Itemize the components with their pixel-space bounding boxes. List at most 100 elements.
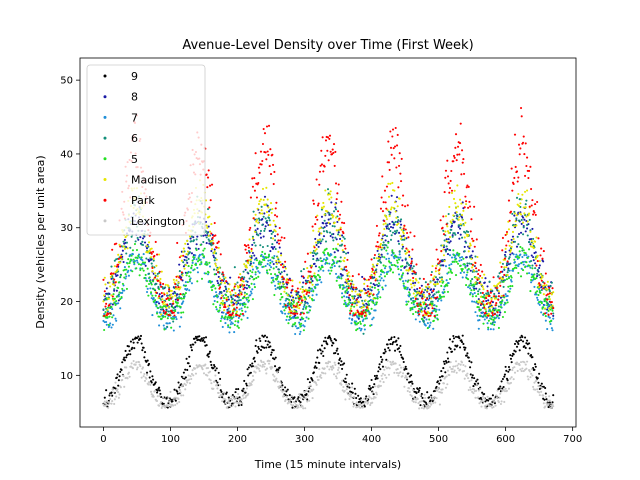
data-point bbox=[446, 230, 450, 233]
data-point bbox=[111, 303, 114, 306]
data-point bbox=[178, 400, 181, 403]
data-point bbox=[549, 308, 552, 311]
data-point bbox=[119, 261, 122, 264]
data-point bbox=[277, 368, 280, 371]
data-point bbox=[143, 277, 146, 280]
data-point bbox=[427, 311, 430, 315]
data-point bbox=[428, 396, 431, 399]
data-point bbox=[263, 212, 266, 215]
data-point bbox=[278, 387, 281, 390]
data-point bbox=[397, 222, 400, 225]
data-point bbox=[446, 175, 450, 178]
data-point bbox=[461, 213, 464, 217]
data-point bbox=[115, 265, 118, 268]
data-point bbox=[357, 273, 360, 276]
data-point bbox=[463, 172, 466, 175]
data-point bbox=[268, 264, 271, 267]
data-point bbox=[462, 257, 465, 260]
data-point bbox=[135, 267, 138, 270]
data-point bbox=[447, 212, 450, 216]
data-point bbox=[454, 206, 458, 210]
data-point bbox=[132, 258, 135, 261]
data-point bbox=[333, 221, 336, 224]
data-point bbox=[222, 275, 225, 278]
data-point bbox=[290, 289, 293, 292]
data-point bbox=[276, 380, 279, 383]
data-point bbox=[221, 325, 224, 329]
data-point bbox=[231, 317, 234, 320]
data-point bbox=[159, 311, 162, 314]
data-point bbox=[192, 258, 195, 261]
data-point bbox=[383, 220, 386, 223]
data-point bbox=[217, 284, 220, 287]
data-point bbox=[510, 167, 513, 170]
data-point bbox=[332, 210, 336, 213]
data-point bbox=[259, 263, 262, 266]
data-point bbox=[339, 226, 342, 229]
data-point bbox=[276, 233, 279, 236]
data-point bbox=[524, 142, 527, 145]
data-point bbox=[290, 311, 293, 314]
data-point bbox=[391, 135, 394, 138]
data-point bbox=[174, 316, 177, 319]
data-point bbox=[315, 243, 318, 247]
data-point bbox=[435, 248, 438, 251]
data-point bbox=[341, 243, 344, 246]
data-point bbox=[286, 273, 289, 276]
data-point bbox=[288, 308, 291, 311]
data-point bbox=[265, 219, 269, 222]
data-point bbox=[451, 234, 454, 237]
data-point bbox=[284, 299, 287, 302]
data-point bbox=[398, 164, 401, 167]
data-point bbox=[240, 318, 243, 321]
data-point bbox=[166, 292, 169, 295]
data-point bbox=[117, 384, 120, 387]
data-point bbox=[294, 325, 297, 328]
data-point bbox=[389, 238, 393, 241]
data-point bbox=[258, 219, 261, 222]
data-point bbox=[380, 269, 383, 272]
data-point bbox=[379, 207, 383, 210]
data-point bbox=[434, 296, 437, 299]
data-point bbox=[450, 228, 453, 231]
data-point bbox=[377, 292, 380, 295]
data-point bbox=[524, 346, 527, 350]
data-point bbox=[230, 296, 233, 299]
data-point bbox=[417, 310, 420, 313]
data-point bbox=[223, 278, 226, 281]
data-point bbox=[113, 265, 116, 268]
data-point bbox=[456, 145, 460, 148]
data-point bbox=[387, 257, 391, 260]
data-point bbox=[499, 284, 502, 287]
data-point bbox=[119, 307, 122, 310]
data-point bbox=[223, 289, 226, 292]
data-point bbox=[172, 317, 175, 320]
data-point bbox=[258, 369, 261, 373]
data-point bbox=[503, 253, 507, 256]
data-point bbox=[522, 340, 525, 343]
data-point bbox=[150, 297, 153, 300]
data-point bbox=[102, 278, 105, 281]
data-point bbox=[372, 302, 375, 305]
data-point bbox=[115, 300, 118, 303]
data-point bbox=[481, 311, 484, 315]
data-point bbox=[243, 263, 246, 266]
data-point bbox=[150, 393, 153, 396]
data-point bbox=[112, 272, 115, 275]
data-point bbox=[245, 298, 248, 301]
data-point bbox=[455, 217, 458, 220]
data-point bbox=[107, 406, 110, 409]
data-point bbox=[135, 368, 139, 371]
data-point bbox=[116, 388, 119, 391]
data-point bbox=[326, 149, 329, 152]
data-point bbox=[326, 136, 330, 139]
data-point bbox=[181, 383, 184, 386]
data-point bbox=[392, 252, 395, 255]
data-point bbox=[375, 374, 378, 377]
data-point bbox=[128, 262, 131, 265]
data-point bbox=[218, 292, 221, 295]
data-point bbox=[551, 329, 554, 332]
data-point bbox=[454, 335, 458, 338]
data-point bbox=[200, 261, 203, 264]
data-point bbox=[201, 368, 204, 371]
